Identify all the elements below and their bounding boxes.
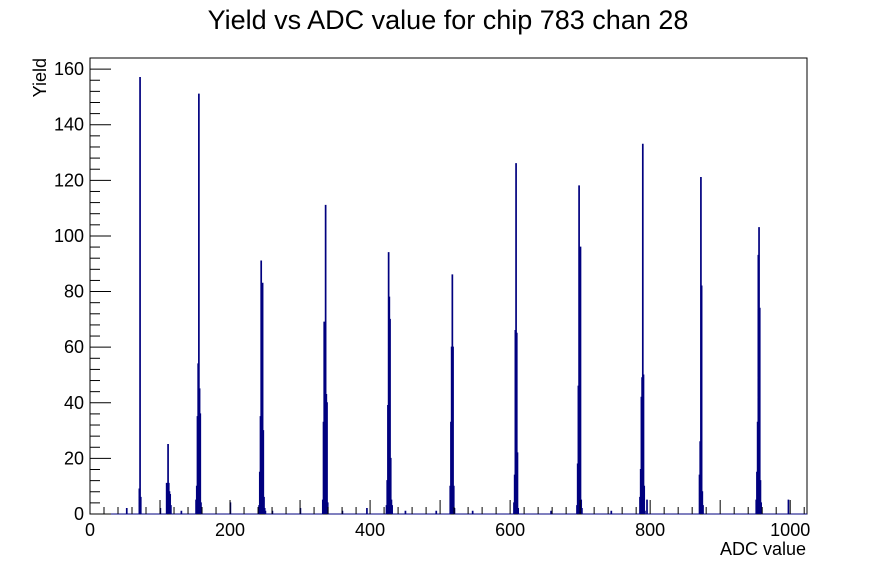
histogram-bars: [90, 76, 807, 515]
x-axis: 0 200 400 600 800 1000: [85, 500, 810, 540]
x-tick-label: 0: [85, 520, 95, 540]
y-tick-label: 120: [54, 170, 84, 190]
x-tick-label: 1000: [770, 520, 810, 540]
y-tick-label: 40: [64, 393, 84, 413]
y-tick-label: 60: [64, 337, 84, 357]
x-axis-title: ADC value: [720, 539, 806, 559]
x-tick-label: 600: [495, 520, 525, 540]
y-tick-label: 100: [54, 226, 84, 246]
y-tick-label: 20: [64, 448, 84, 468]
y-axis-title: Yield: [30, 58, 50, 97]
chart-title: Yield vs ADC value for chip 783 chan 28: [208, 5, 689, 35]
y-tick-label: 160: [54, 59, 84, 79]
y-axis: 0 20 40 60 80 100 120 140 160: [54, 57, 111, 524]
histogram-outline: [90, 76, 807, 515]
x-tick-label: 400: [355, 520, 385, 540]
x-tick-label: 200: [215, 520, 245, 540]
y-tick-label: 80: [64, 282, 84, 302]
y-tick-label: 0: [74, 504, 84, 524]
x-tick-label: 800: [635, 520, 665, 540]
y-tick-label: 140: [54, 115, 84, 135]
